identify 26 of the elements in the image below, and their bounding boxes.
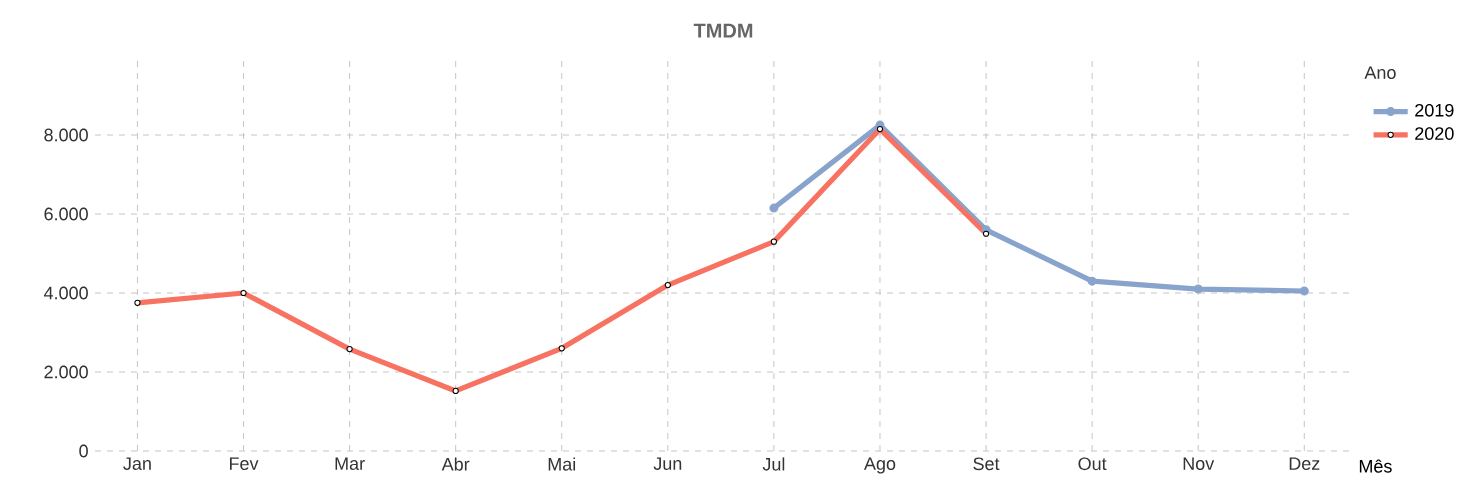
chart-title: TMDM xyxy=(693,23,753,38)
y-tick-label: 2.000 xyxy=(44,365,88,379)
legend-label: 2019 xyxy=(1415,103,1454,117)
y-tick-label: 4.000 xyxy=(43,286,88,300)
y-tick-label: 0 xyxy=(79,444,88,458)
x-axis-title: Mês xyxy=(1359,459,1392,473)
legend-label: 2020 xyxy=(1415,127,1454,140)
point xyxy=(1087,276,1097,286)
x-tick-label: Mai xyxy=(548,457,576,471)
x-tick-label: Nov xyxy=(1183,457,1215,470)
x-tick-label: Jan xyxy=(123,457,151,470)
x-tick-label: Dez xyxy=(1289,457,1320,470)
point xyxy=(1299,286,1309,296)
y-tick-label: 8.000 xyxy=(44,128,88,142)
x-tick-label: Jul xyxy=(762,457,785,471)
y-tick-label: 6.000 xyxy=(44,207,88,221)
x-tick-label: Jun xyxy=(653,457,682,470)
x-tick-label: Out xyxy=(1078,457,1107,471)
x-tick-label: Mar xyxy=(335,457,365,470)
legend-title: Ano xyxy=(1364,66,1396,79)
point xyxy=(1193,284,1203,294)
point xyxy=(769,203,779,213)
x-tick-label: Abr xyxy=(441,457,470,471)
x-tick-label: Set xyxy=(973,457,1000,471)
x-tick-label: Ago xyxy=(863,457,896,474)
x-tick-label: Fev xyxy=(229,457,259,470)
